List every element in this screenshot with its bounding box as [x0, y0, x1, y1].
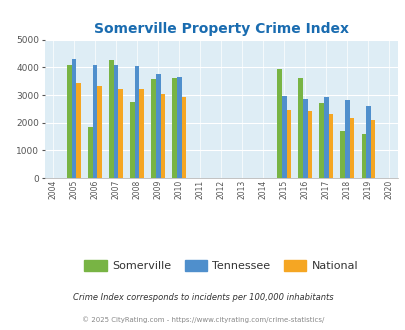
Bar [302, 99, 307, 178]
Bar [344, 100, 349, 178]
Bar [365, 106, 370, 178]
Bar [340, 131, 344, 178]
Bar [88, 127, 93, 178]
Bar [93, 65, 97, 178]
Bar [277, 69, 281, 178]
Bar [286, 110, 290, 178]
Title: Somerville Property Crime Index: Somerville Property Crime Index [94, 22, 348, 36]
Bar [319, 103, 323, 178]
Bar [298, 78, 302, 178]
Bar [323, 97, 328, 178]
Bar [307, 111, 311, 178]
Text: © 2025 CityRating.com - https://www.cityrating.com/crime-statistics/: © 2025 CityRating.com - https://www.city… [82, 316, 323, 323]
Bar [156, 74, 160, 178]
Bar [113, 65, 118, 178]
Bar [109, 60, 113, 178]
Bar [76, 83, 81, 178]
Bar [118, 89, 123, 178]
Bar [370, 120, 375, 178]
Bar [281, 96, 286, 178]
Bar [349, 118, 354, 178]
Bar [134, 66, 139, 178]
Legend: Somerville, Tennessee, National: Somerville, Tennessee, National [80, 256, 362, 276]
Text: Crime Index corresponds to incidents per 100,000 inhabitants: Crime Index corresponds to incidents per… [72, 292, 333, 302]
Bar [139, 89, 144, 178]
Bar [67, 65, 72, 178]
Bar [130, 102, 134, 178]
Bar [172, 78, 177, 178]
Bar [97, 86, 102, 178]
Bar [360, 134, 365, 178]
Bar [160, 94, 165, 178]
Bar [72, 59, 76, 178]
Bar [328, 114, 333, 178]
Bar [151, 79, 156, 178]
Bar [181, 97, 186, 178]
Bar [177, 77, 181, 178]
